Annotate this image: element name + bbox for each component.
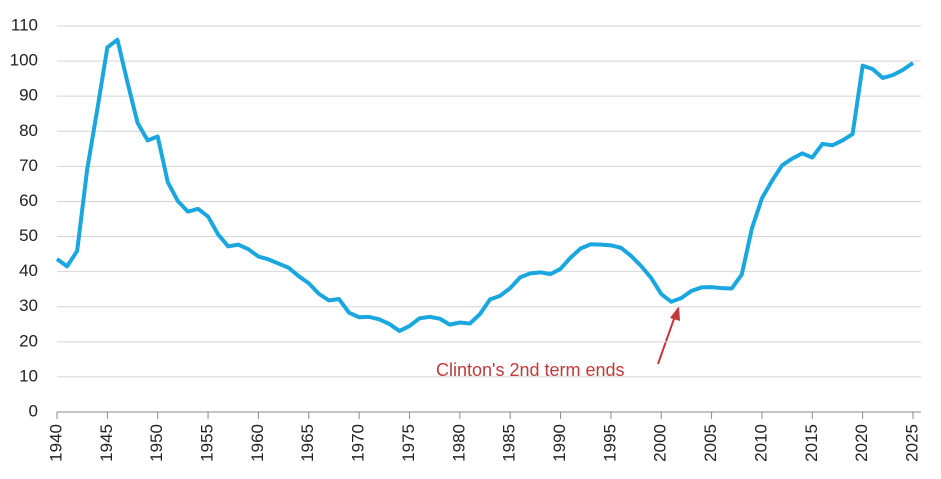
x-tick-label: 1940 [46,424,65,462]
x-tick-label: 1975 [399,424,418,462]
x-tick-label: 1990 [550,424,569,462]
y-tick-label: 40 [19,261,38,280]
y-tick-label: 80 [19,121,38,140]
x-tick-label: 1965 [298,424,317,462]
y-tick-label: 90 [19,86,38,105]
x-tick-label: 2000 [651,424,670,462]
x-tick-label: 2005 [701,424,720,462]
x-tick-label: 1985 [500,424,519,462]
x-tick-label: 1980 [449,424,468,462]
y-tick-label: 110 [11,15,38,34]
annotation: Clinton's 2nd term ends [436,360,625,380]
x-tick-label: 2025 [902,424,921,462]
y-tick-label: 70 [19,156,38,175]
y-tick-label: 30 [19,296,38,315]
x-tick-label: 2015 [802,424,821,462]
y-tick-label: 10 [19,366,38,385]
x-tick-label: 1970 [349,424,368,462]
x-tick-label: 1995 [600,424,619,462]
y-tick-label: 20 [19,331,38,350]
y-tick-label: 50 [19,226,38,245]
y-tick-label: 60 [19,191,38,210]
x-tick-label: 2020 [852,424,871,462]
x-tick-label: 2010 [751,424,770,462]
annotation-arrowhead [670,306,680,321]
x-tick-label: 1950 [147,424,166,462]
x-tick-label: 1960 [248,424,267,462]
x-tick-label: 1955 [198,424,217,462]
x-tick-label: 1945 [97,424,116,462]
line [55,37,915,333]
annotation-arrow [657,315,676,365]
y-tick-label: 0 [29,401,38,420]
y-tick-label: 100 [10,51,38,70]
